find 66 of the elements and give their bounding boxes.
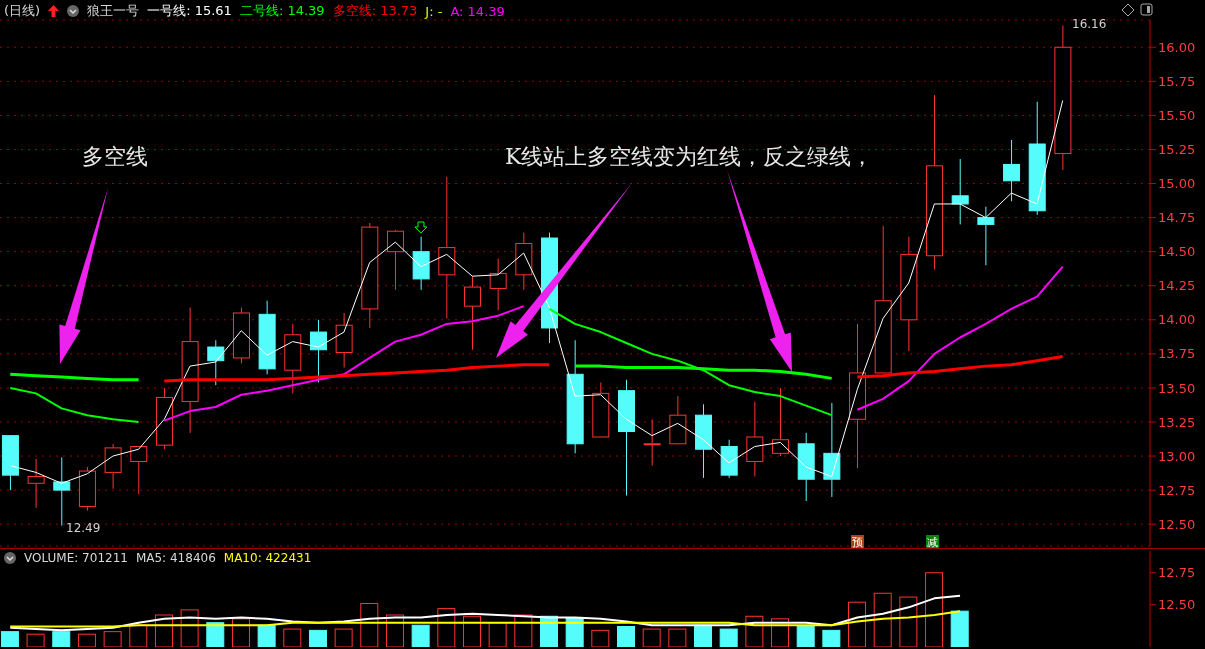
- text: 二号线: 14.39: [239, 2, 325, 20]
- candlestick: [926, 94, 944, 270]
- candlestick: [130, 446, 148, 495]
- text: A: 14.39: [450, 3, 505, 19]
- y-tick-label: 12.75: [1158, 482, 1196, 498]
- y-tick-label: 15.25: [1158, 142, 1196, 158]
- candlestick: [977, 206, 995, 266]
- candlestick: [900, 236, 918, 352]
- candlestick: [1054, 24, 1072, 171]
- annotation: MA5: 418406: [135, 551, 216, 565]
- y-tick-label: 14.50: [1158, 244, 1196, 260]
- candlestick: [951, 158, 969, 225]
- candlestick: [1028, 101, 1046, 216]
- line-series: [9, 610, 962, 628]
- candlestick: [258, 300, 276, 375]
- candlestick: [618, 379, 635, 497]
- candlestick: [1, 435, 19, 491]
- candlestick: [335, 312, 353, 368]
- y-tick-label: 12.50: [1158, 516, 1196, 532]
- candlestick: [746, 401, 764, 477]
- candlestick: [592, 381, 610, 438]
- annotation: 减: [927, 536, 938, 549]
- line-series: [9, 594, 962, 632]
- candlestick: [489, 257, 507, 311]
- annotation: 12.49: [66, 521, 101, 535]
- y-tick-label: 15.75: [1158, 73, 1196, 89]
- chart-title: (日线): [4, 2, 41, 20]
- annotation: VOLUME: 701211: [24, 551, 128, 565]
- candlestick: [643, 418, 661, 467]
- y-tick-label: 14.00: [1158, 312, 1196, 328]
- text: J: -: [425, 3, 443, 19]
- text: 多空线: 13.73: [332, 2, 418, 20]
- candlestick: [1003, 139, 1021, 202]
- y-tick-label: 13.25: [1158, 414, 1196, 430]
- y-tick-label: 12.75: [1158, 565, 1196, 581]
- y-tick-label: 15.50: [1158, 108, 1196, 123]
- annotation: MA10: 422431: [223, 551, 312, 565]
- chart-subtitle: 狼王一号: [87, 2, 140, 20]
- y-tick-label: 14.75: [1158, 210, 1196, 226]
- y-tick-label: 15.00: [1158, 176, 1196, 192]
- candlestick: [695, 403, 713, 479]
- annotation: 16.16: [1072, 17, 1107, 31]
- candlestick: [566, 339, 584, 454]
- candlestick: [104, 443, 122, 490]
- y-tick-label: 16.00: [1158, 39, 1196, 55]
- candlestick: [874, 225, 892, 374]
- y-tick-label: 13.00: [1158, 448, 1196, 464]
- candlestick: [515, 232, 533, 291]
- annotation: K线站上多空线变为红线，反之绿线，: [505, 144, 874, 169]
- y-tick-label: 12.50: [1158, 597, 1196, 613]
- candlestick: [669, 395, 687, 445]
- y-tick-label: 13.75: [1158, 346, 1196, 362]
- candlestick: [181, 307, 199, 434]
- candlestick: [438, 176, 456, 319]
- candlestick: [284, 323, 302, 394]
- candlestick: [412, 236, 430, 291]
- annotation: 预: [852, 536, 863, 549]
- y-tick-label: 14.25: [1158, 278, 1196, 294]
- y-tick-label: 13.50: [1158, 380, 1196, 396]
- candlestick: [386, 230, 404, 291]
- candlestick: [309, 319, 327, 383]
- text: 一号线: 15.61: [147, 2, 232, 20]
- candlestick: [797, 432, 815, 502]
- candlestick: [27, 458, 45, 509]
- annotation: 多空线: [82, 144, 148, 169]
- candlestick: [823, 402, 841, 498]
